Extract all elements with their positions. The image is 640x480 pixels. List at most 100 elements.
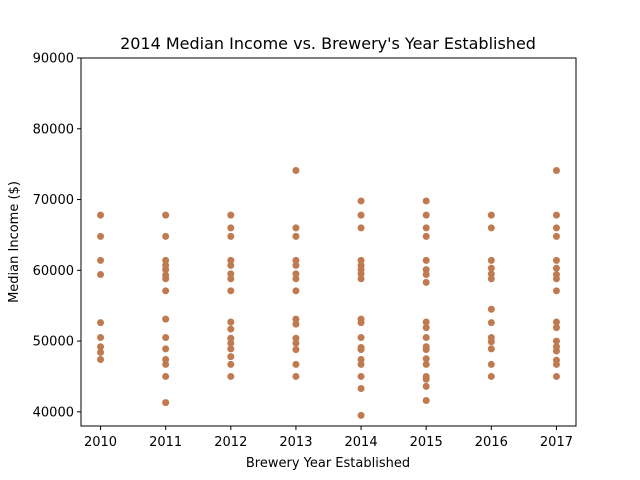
data-point bbox=[292, 270, 300, 278]
data-point bbox=[97, 319, 105, 327]
data-point bbox=[292, 372, 300, 380]
data-point bbox=[227, 261, 235, 269]
data-point bbox=[422, 211, 430, 219]
data-point bbox=[422, 360, 430, 368]
data-point bbox=[162, 360, 170, 368]
data-point bbox=[422, 271, 430, 279]
data-point bbox=[422, 324, 430, 332]
chart-title: 2014 Median Income vs. Brewery's Year Es… bbox=[120, 34, 536, 53]
data-point bbox=[357, 372, 365, 380]
data-point bbox=[552, 232, 560, 240]
data-point bbox=[162, 232, 170, 240]
data-point bbox=[97, 271, 105, 279]
data-point bbox=[292, 224, 300, 232]
data-point bbox=[357, 197, 365, 205]
x-axis-ticks: 2010 2011 2012 2013 2014 2015 2016 2017 bbox=[84, 426, 573, 450]
data-point bbox=[357, 319, 365, 327]
data-point bbox=[162, 355, 170, 363]
data-point bbox=[227, 287, 235, 295]
data-point bbox=[487, 264, 495, 272]
data-point bbox=[162, 256, 170, 264]
data-point bbox=[552, 360, 560, 368]
data-point bbox=[552, 256, 560, 264]
data-point bbox=[422, 197, 430, 205]
x-tick-label: 2012 bbox=[214, 435, 247, 450]
y-tick-label: 50000 bbox=[33, 335, 74, 350]
data-point bbox=[227, 360, 235, 368]
y-tick-label: 90000 bbox=[33, 52, 74, 67]
data-point bbox=[227, 345, 235, 353]
data-point bbox=[97, 211, 105, 219]
data-point bbox=[487, 360, 495, 368]
data-point bbox=[552, 264, 560, 272]
data-point bbox=[357, 211, 365, 219]
data-point bbox=[357, 411, 365, 419]
data-point bbox=[292, 232, 300, 240]
data-point bbox=[162, 399, 170, 407]
data-point bbox=[227, 232, 235, 240]
y-tick-label: 40000 bbox=[33, 405, 74, 420]
data-point bbox=[422, 346, 430, 354]
x-tick-label: 2015 bbox=[410, 435, 443, 450]
data-point bbox=[357, 270, 365, 278]
data-point bbox=[97, 232, 105, 240]
data-point bbox=[97, 355, 105, 363]
data-point bbox=[422, 256, 430, 264]
data-point bbox=[422, 278, 430, 286]
y-axis-ticks: 40000 50000 60000 70000 80000 90000 bbox=[33, 52, 81, 420]
data-point bbox=[292, 167, 300, 175]
data-point bbox=[422, 397, 430, 405]
data-point bbox=[357, 355, 365, 363]
x-tick-label: 2010 bbox=[84, 435, 117, 450]
data-point bbox=[292, 360, 300, 368]
y-tick-label: 70000 bbox=[33, 193, 74, 208]
x-tick-label: 2014 bbox=[345, 435, 378, 450]
data-point bbox=[422, 382, 430, 390]
data-point bbox=[292, 346, 300, 354]
data-point bbox=[162, 372, 170, 380]
data-point bbox=[487, 372, 495, 380]
data-point bbox=[227, 325, 235, 333]
data-point bbox=[357, 360, 365, 368]
data-point bbox=[227, 224, 235, 232]
data-point bbox=[97, 334, 105, 342]
data-point bbox=[292, 334, 300, 342]
y-tick-label: 60000 bbox=[33, 264, 74, 279]
data-point bbox=[227, 339, 235, 347]
data-point bbox=[552, 167, 560, 175]
data-point bbox=[487, 270, 495, 278]
data-point bbox=[227, 334, 235, 342]
data-point bbox=[97, 348, 105, 356]
data-point bbox=[422, 266, 430, 274]
data-point bbox=[487, 224, 495, 232]
data-point bbox=[162, 315, 170, 323]
data-point bbox=[552, 224, 560, 232]
data-point bbox=[292, 320, 300, 328]
data-point bbox=[292, 339, 300, 347]
data-point bbox=[227, 275, 235, 283]
data-point bbox=[357, 275, 365, 283]
data-point bbox=[487, 338, 495, 346]
data-point bbox=[552, 347, 560, 355]
data-point bbox=[227, 211, 235, 219]
data-point bbox=[162, 275, 170, 283]
x-tick-label: 2011 bbox=[149, 435, 182, 450]
data-point bbox=[227, 318, 235, 326]
data-point bbox=[162, 334, 170, 342]
x-axis-title: Brewery Year Established bbox=[246, 456, 410, 471]
data-point bbox=[292, 287, 300, 295]
data-point bbox=[422, 375, 430, 383]
data-point bbox=[422, 355, 430, 363]
data-point bbox=[357, 256, 365, 264]
data-point bbox=[162, 345, 170, 353]
x-tick-label: 2017 bbox=[540, 435, 573, 450]
data-point bbox=[422, 334, 430, 342]
data-point bbox=[552, 318, 560, 326]
data-point bbox=[487, 256, 495, 264]
data-point bbox=[552, 337, 560, 345]
y-tick-label: 80000 bbox=[33, 122, 74, 137]
data-point bbox=[487, 345, 495, 353]
data-point bbox=[552, 275, 560, 283]
